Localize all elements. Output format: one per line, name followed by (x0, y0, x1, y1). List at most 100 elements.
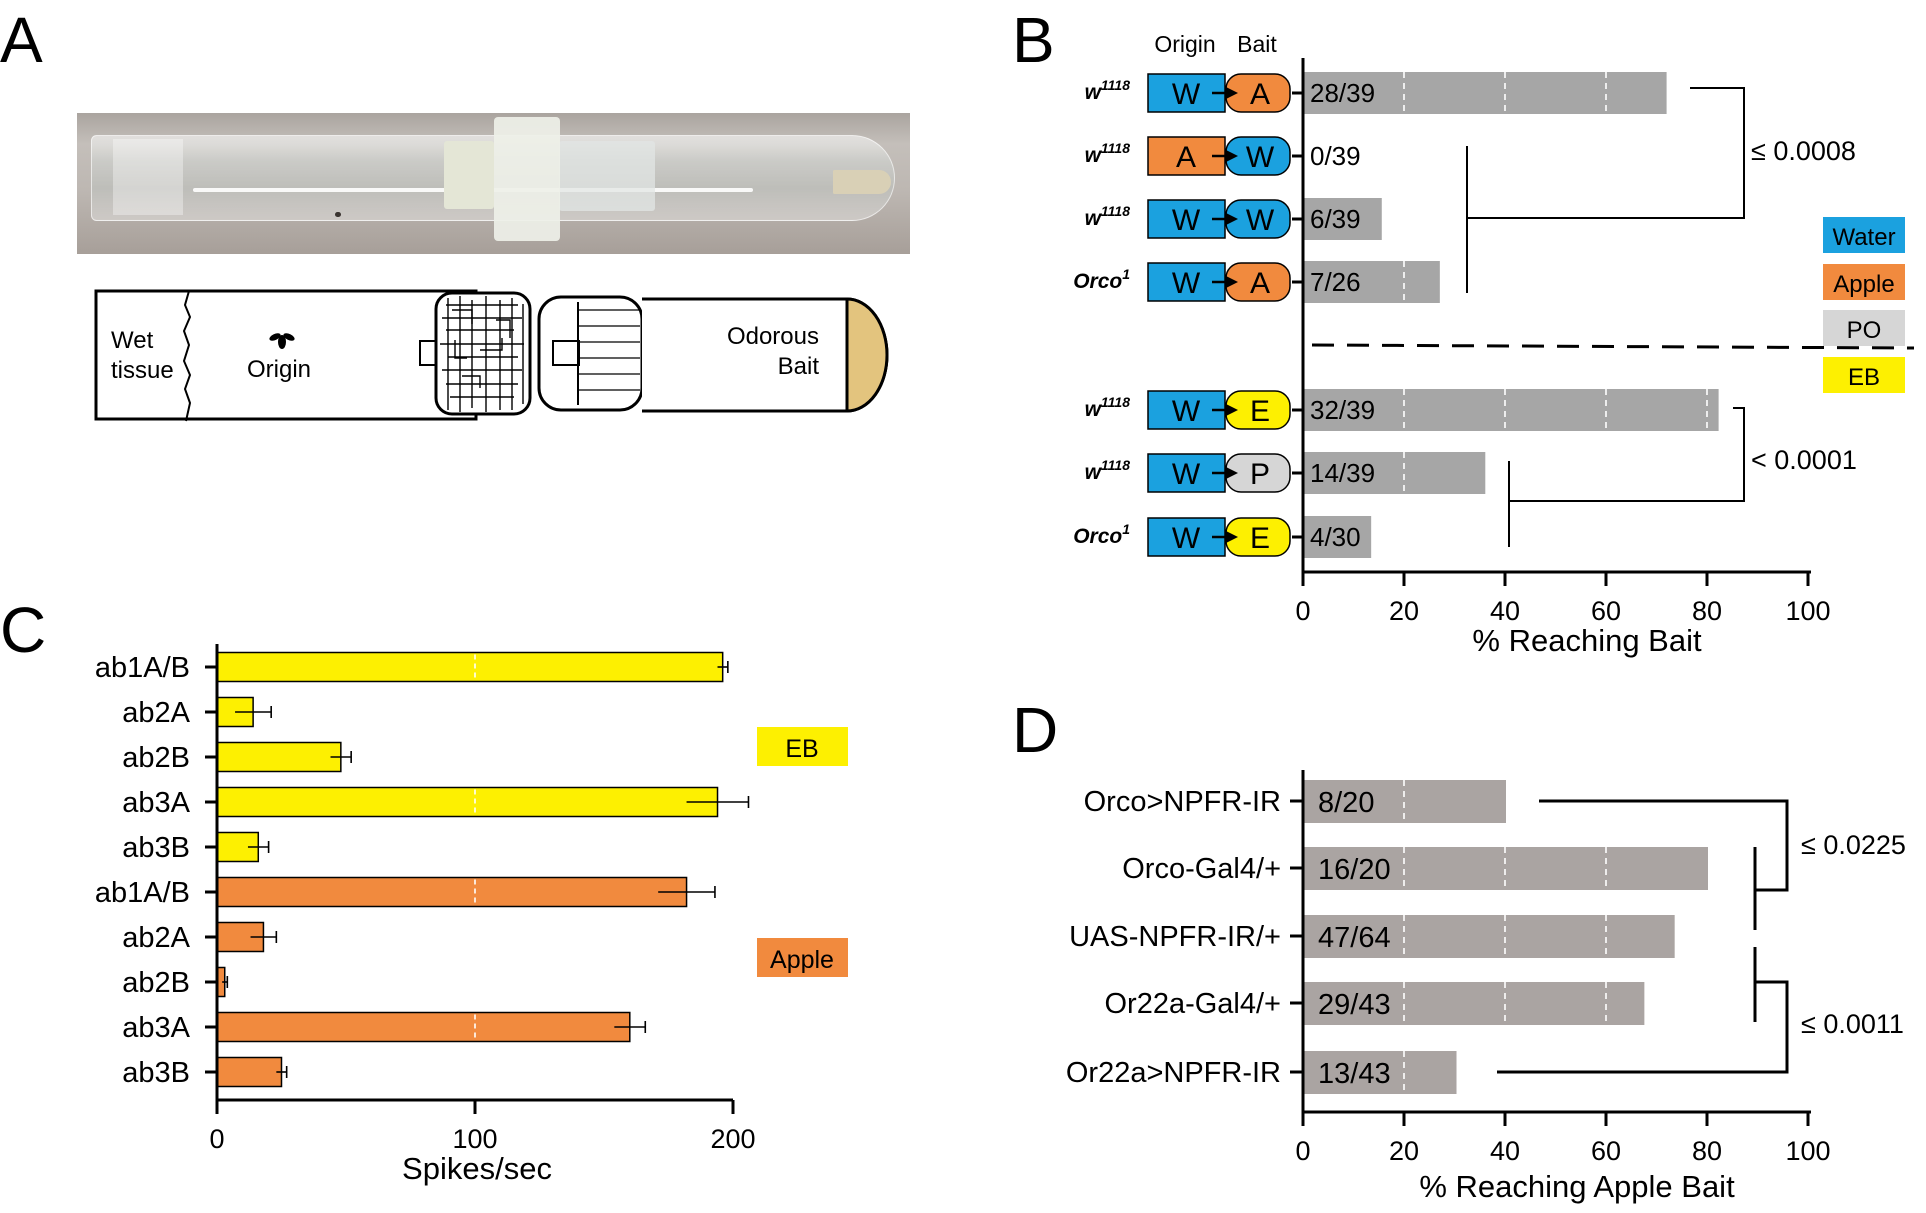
legend-water-swatch (1823, 217, 1905, 253)
bait-letter: P (1250, 458, 1270, 491)
panel-label-b: B (1012, 4, 1055, 76)
panel-b-row: w1118 W W (1085, 199, 1303, 239)
panel-d-tick-label-1: 20 (1389, 1136, 1419, 1166)
origin-letter: W (1172, 522, 1201, 555)
separator-line (1311, 343, 1915, 350)
genotype-superscript: 1118 (1101, 394, 1130, 410)
panel-b-row: Orco1 W A (1073, 262, 1303, 302)
p-value-b-1: ≤ 0.0008 (1751, 136, 1856, 166)
panel-b-legend: Water Apple PO EB (1823, 217, 1905, 393)
panel-c-x-label: Spikes/sec (402, 1151, 552, 1186)
legend-water-label: Water (1832, 224, 1895, 251)
genotype-label: Orco1 (1073, 521, 1130, 548)
panel-c-category-label: ab1A/B (95, 652, 190, 684)
panel-c-category-label: ab1A/B (95, 877, 190, 909)
significance-bracket-2 (1508, 407, 1745, 547)
panel-c-bar (216, 651, 724, 683)
count-label: 14/39 (1310, 458, 1375, 488)
panel-b-row: w1118 W E (1085, 390, 1303, 430)
panel-d-count-label: 47/64 (1318, 922, 1391, 954)
count-label: 28/39 (1310, 78, 1375, 108)
significance-bracket-3 (1539, 799, 1789, 930)
panel-d-bar (1304, 1051, 1457, 1094)
panel-d-count-label: 13/43 (1318, 1058, 1391, 1090)
genotype-name: w (1085, 461, 1103, 484)
genotype-label: Orco1 (1073, 266, 1130, 293)
panel-c-category-label: ab3B (122, 832, 190, 864)
genotype-label: w1118 (1085, 77, 1131, 104)
panel-b-tick-label-4: 80 (1692, 596, 1722, 626)
panel-d-bar (1304, 982, 1645, 1025)
genotype-label: w1118 (1085, 203, 1131, 230)
panel-d-bars: Orco>NPFR-IR 8/20 Orco-Gal4/+ 16/20 UAS-NPFR… (1066, 780, 1708, 1094)
legend-po-label: PO (1847, 317, 1882, 344)
genotype-name: w (1085, 81, 1103, 104)
panel-b-bar (1304, 389, 1719, 431)
panel-label-c: C (0, 594, 46, 666)
panel-c-category-label: ab2A (122, 697, 190, 729)
panel-c-category-label: ab3A (122, 1012, 190, 1044)
panel-b-bars: 28/39 0/39 6/39 7/26 32/39 14/39 4/30 (1304, 72, 1719, 558)
wet-tissue-label-1: Wet (111, 327, 154, 354)
panel-c-bar (216, 786, 719, 818)
panel-b-bar (1304, 261, 1440, 303)
panel-c-bar (216, 1011, 631, 1043)
p-value-b-2: < 0.0001 (1751, 445, 1857, 475)
origin-letter: W (1172, 458, 1201, 491)
panel-b-bar (1304, 516, 1372, 558)
legend-apple-label-c: Apple (770, 946, 834, 974)
genotype-superscript: 1118 (1101, 457, 1130, 473)
panel-c-category-label: ab2A (122, 922, 190, 954)
genotype-name: w (1085, 144, 1103, 167)
panel-c-bar (216, 876, 688, 908)
arrow-head (1226, 404, 1238, 416)
origin-column-header: Origin (1154, 31, 1215, 57)
origin-letter: W (1172, 78, 1201, 111)
panel-b-bar (1304, 198, 1382, 240)
bait-label-1: Odorous (727, 323, 819, 350)
bait-letter: E (1250, 395, 1270, 428)
panel-b-x-ticks: 0 20 40 60 80 100 (1295, 572, 1831, 626)
panel-d-bar (1304, 847, 1708, 890)
panel-d-category-label: Or22a>NPFR-IR (1066, 1057, 1281, 1089)
legend-eb-label-c: EB (785, 735, 818, 763)
genotype-superscript: 1118 (1101, 203, 1130, 219)
wet-tissue-label-2: tissue (111, 357, 174, 384)
genotype-superscript: 1 (1122, 521, 1130, 537)
panel-b-bar (1304, 452, 1486, 494)
count-label: 32/39 (1310, 395, 1375, 425)
panel-c-category-label: ab3A (122, 787, 190, 819)
panel-c-tick-label-1: 100 (452, 1124, 497, 1154)
p-value-d-1: ≤ 0.0225 (1801, 830, 1906, 860)
panel-c-bar (216, 831, 260, 863)
bait-letter: E (1250, 522, 1270, 555)
genotype-superscript: 1118 (1101, 140, 1130, 156)
origin-letter: W (1172, 204, 1201, 237)
genotype-name: Orco (1073, 525, 1122, 548)
genotype-superscript: 1 (1122, 266, 1130, 282)
arrow-head (1226, 150, 1238, 162)
count-label: 6/39 (1310, 204, 1361, 234)
panel-c-bars: ab1A/B ab2A ab2B ab3A ab3B ab1A/B ab2A ab2B ab3A… (95, 651, 750, 1089)
panel-b-row: Orco1 W E (1073, 517, 1303, 557)
tube-photo (77, 113, 910, 254)
origin-letter: A (1176, 141, 1196, 174)
legend-apple-label: Apple (1833, 271, 1894, 298)
panel-c-bar (216, 1056, 283, 1088)
arrow-head (1226, 467, 1238, 479)
panel-label-d: D (1012, 694, 1058, 766)
panel-b-row: w1118 W A (1085, 73, 1303, 113)
panel-c-x-ticks: 0 100 200 (209, 1100, 756, 1154)
panel-b-row: w1118 A W (1085, 136, 1303, 176)
panel-b-tick-label-1: 20 (1389, 596, 1419, 626)
panel-d-tick-label-0: 0 (1295, 1136, 1310, 1166)
panel-d-tick-label-5: 100 (1785, 1136, 1830, 1166)
panel-b-tick-label-3: 60 (1591, 596, 1621, 626)
panel-c-category-label: ab3B (122, 1057, 190, 1089)
panel-d-category-label: Orco>NPFR-IR (1084, 786, 1281, 818)
panel-label-a: A (0, 4, 43, 76)
origin-letter: W (1172, 267, 1201, 300)
bait-letter: A (1250, 78, 1270, 111)
